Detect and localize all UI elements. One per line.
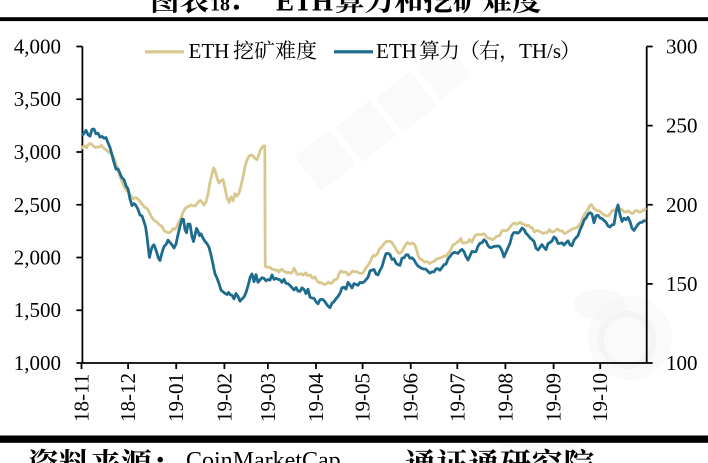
svg-text:200: 200 <box>666 193 698 217</box>
svg-text:19-02: 19-02 <box>212 373 236 422</box>
svg-text:300: 300 <box>666 35 698 59</box>
svg-text:4,000: 4,000 <box>14 35 61 59</box>
svg-text:2,000: 2,000 <box>14 246 61 270</box>
svg-text:ETH: ETH <box>376 39 417 63</box>
svg-text:100: 100 <box>666 351 698 375</box>
svg-text:18-12: 18-12 <box>116 373 140 422</box>
svg-text:1,500: 1,500 <box>14 298 61 322</box>
svg-text:TH/s: TH/s <box>519 39 561 63</box>
svg-text:18: 18 <box>210 0 230 16</box>
svg-text:1,000: 1,000 <box>14 351 61 375</box>
svg-text:ETH: ETH <box>189 39 230 63</box>
svg-text:19-10: 19-10 <box>588 373 612 422</box>
svg-text:19-05: 19-05 <box>351 373 375 422</box>
svg-text:19-08: 19-08 <box>493 373 517 422</box>
svg-text:150: 150 <box>666 272 698 296</box>
svg-text:18-11: 18-11 <box>70 374 94 422</box>
svg-text:3,000: 3,000 <box>14 140 61 164</box>
svg-text:CoinMarketCap: CoinMarketCap <box>186 448 341 463</box>
svg-text:19-06: 19-06 <box>399 373 423 422</box>
svg-text:19-03: 19-03 <box>256 373 280 422</box>
svg-text:19-01: 19-01 <box>164 373 188 422</box>
svg-text:ETH: ETH <box>276 0 333 17</box>
svg-text:19-04: 19-04 <box>304 373 328 422</box>
svg-text:2,500: 2,500 <box>14 193 61 217</box>
svg-text:19-07: 19-07 <box>445 373 469 422</box>
svg-text:19-09: 19-09 <box>542 373 566 422</box>
svg-text:250: 250 <box>666 114 698 138</box>
svg-text:3,500: 3,500 <box>14 87 61 111</box>
